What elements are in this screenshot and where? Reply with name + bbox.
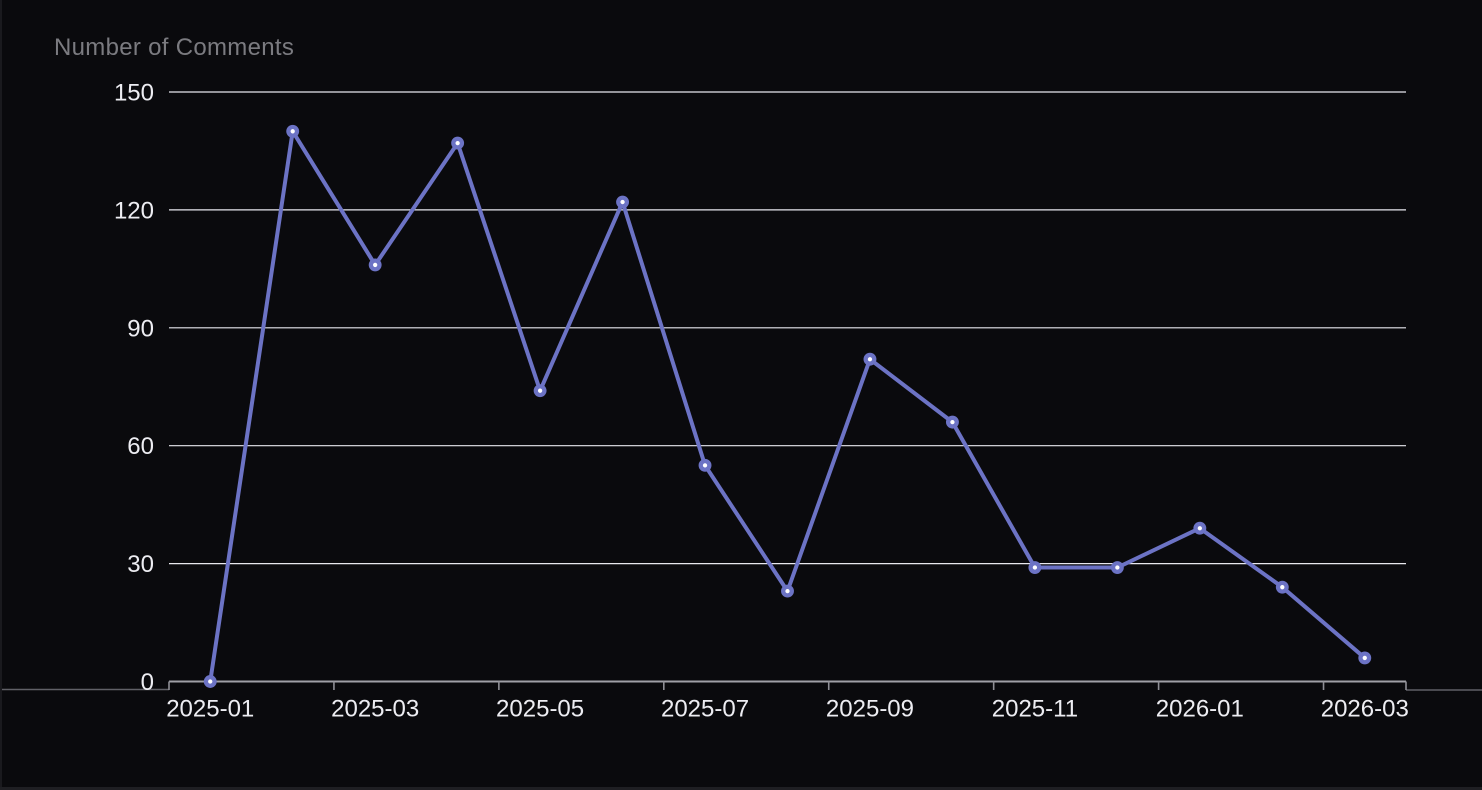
- x-axis-label: 2025-05: [496, 696, 584, 723]
- data-point[interactable]: [1193, 521, 1207, 535]
- data-point[interactable]: [863, 352, 877, 366]
- x-axis-label: 2026-03: [1321, 696, 1409, 723]
- data-point[interactable]: [698, 458, 712, 472]
- y-axis-label: 150: [114, 80, 154, 107]
- x-axis-label: 2025-09: [826, 696, 914, 723]
- data-point[interactable]: [368, 258, 382, 272]
- x-axis-label: 2025-11: [992, 696, 1078, 723]
- x-axis-label: 2025-03: [331, 696, 419, 723]
- x-axis-label: 2026-01: [1156, 696, 1244, 723]
- window-edge-bottom: [0, 787, 1482, 790]
- y-axis-label: 120: [114, 197, 154, 224]
- y-axis-label: 60: [127, 433, 154, 460]
- data-point[interactable]: [945, 415, 959, 429]
- data-point[interactable]: [781, 584, 794, 598]
- data-point[interactable]: [1275, 580, 1289, 594]
- series-line: [208, 129, 1367, 684]
- y-axis-label: 90: [127, 315, 154, 342]
- chart-title: Number of Comments: [54, 34, 295, 61]
- window-edge-left: [0, 0, 2, 790]
- y-axis-label: 30: [127, 551, 154, 578]
- x-axis-label: 2025-07: [661, 696, 749, 723]
- data-point[interactable]: [1028, 561, 1042, 574]
- data-point[interactable]: [451, 136, 465, 150]
- data-point[interactable]: [1358, 651, 1372, 665]
- data-point[interactable]: [533, 384, 547, 398]
- data-point[interactable]: [1110, 561, 1124, 574]
- data-point[interactable]: [203, 675, 217, 688]
- data-point[interactable]: [286, 124, 300, 138]
- data-point[interactable]: [616, 195, 630, 209]
- y-axis-label: 0: [141, 669, 154, 696]
- x-axis-label: 2025-01: [166, 696, 254, 723]
